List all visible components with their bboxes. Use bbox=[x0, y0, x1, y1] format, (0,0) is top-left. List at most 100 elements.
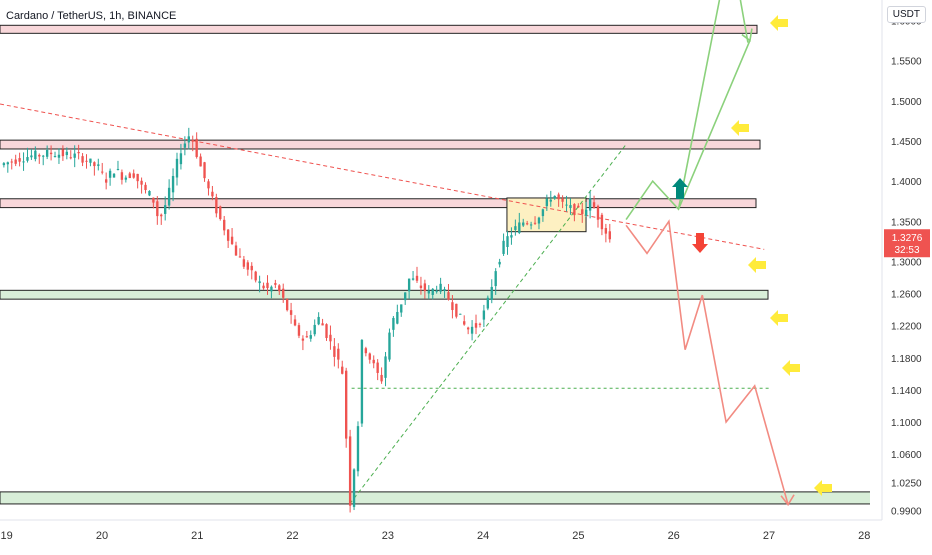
candle-body bbox=[297, 325, 301, 336]
candle-body bbox=[199, 156, 202, 167]
y-tick-label: 0.9900 bbox=[891, 506, 922, 517]
plot-background bbox=[0, 0, 870, 520]
candle-body bbox=[301, 338, 305, 341]
candle-body bbox=[57, 154, 61, 158]
candle-body bbox=[577, 205, 580, 208]
candle-body bbox=[191, 140, 194, 142]
candle-body bbox=[439, 283, 442, 292]
candle-body bbox=[148, 190, 151, 196]
candle-body bbox=[392, 317, 395, 330]
candle-body bbox=[380, 374, 383, 382]
y-tick-label: 1.1800 bbox=[891, 354, 922, 365]
candle-body bbox=[156, 201, 159, 217]
candle-body bbox=[537, 217, 541, 224]
y-tick-label: 1.3000 bbox=[891, 257, 922, 268]
candle-body bbox=[65, 151, 69, 156]
candle-body bbox=[207, 181, 210, 189]
candle-body bbox=[451, 302, 454, 311]
candle-body bbox=[101, 171, 104, 173]
candle-body bbox=[73, 153, 76, 158]
candle-body bbox=[211, 191, 214, 197]
candle-body bbox=[427, 290, 430, 294]
candle-body bbox=[120, 172, 124, 180]
candle-body bbox=[337, 348, 340, 360]
arrow-left-icon bbox=[770, 310, 788, 326]
x-tick-label: 24 bbox=[477, 530, 489, 542]
candle-body bbox=[230, 236, 234, 245]
candle-body bbox=[522, 222, 525, 226]
candle-body bbox=[309, 335, 312, 339]
candle-body bbox=[494, 271, 497, 287]
candle-body bbox=[152, 197, 155, 203]
arrow-down-icon bbox=[692, 233, 708, 253]
candle-body bbox=[215, 197, 218, 214]
candle-body bbox=[490, 286, 493, 300]
candle-body bbox=[321, 323, 324, 326]
candle-body bbox=[112, 173, 116, 178]
candle-body bbox=[541, 209, 545, 217]
y-tick-label: 1.2200 bbox=[891, 322, 922, 333]
candle-body bbox=[6, 162, 9, 165]
candle-body bbox=[585, 209, 588, 216]
candle-body bbox=[278, 285, 281, 292]
candle-body bbox=[596, 205, 600, 220]
candle-body bbox=[223, 219, 226, 231]
arrow-left-icon bbox=[731, 120, 749, 136]
candle-body bbox=[506, 236, 509, 247]
candle-body bbox=[144, 184, 147, 191]
candle-body bbox=[478, 323, 482, 325]
uptrend-line bbox=[349, 144, 627, 505]
candle-body bbox=[396, 311, 399, 324]
candle-body bbox=[455, 303, 458, 317]
candle-body bbox=[219, 206, 222, 220]
candle-body bbox=[26, 157, 29, 161]
candle-body bbox=[474, 323, 478, 328]
candle-body bbox=[77, 152, 80, 154]
candle-body bbox=[69, 157, 72, 159]
candle-body bbox=[10, 161, 13, 163]
candle-body bbox=[372, 359, 375, 364]
candle-body bbox=[195, 138, 198, 157]
y-tick-label: 1.1000 bbox=[891, 418, 922, 429]
candle-body bbox=[136, 173, 139, 182]
candle-body bbox=[175, 158, 179, 178]
candle-body bbox=[545, 198, 549, 207]
candle-body bbox=[608, 231, 611, 240]
bearish-arrowhead bbox=[780, 494, 795, 507]
candle-body bbox=[573, 204, 576, 216]
currency-badge[interactable]: USDT bbox=[886, 6, 926, 23]
candle-body bbox=[443, 289, 446, 291]
candle-body bbox=[167, 187, 171, 206]
candle-body bbox=[285, 299, 289, 311]
arrow-up-icon bbox=[672, 178, 688, 199]
candle-body bbox=[116, 168, 120, 170]
y-tick-label: 1.2600 bbox=[891, 290, 922, 301]
arrow-left-icon bbox=[770, 15, 788, 31]
chart-title: Cardano / TetherUS, 1h, BINANCE bbox=[6, 10, 177, 22]
candle-body bbox=[53, 156, 57, 158]
y-tick-label: 1.5500 bbox=[891, 57, 922, 68]
candle-body bbox=[242, 259, 246, 267]
y-tick-label: 1.5000 bbox=[891, 97, 922, 108]
candle-body bbox=[89, 158, 92, 163]
candle-body bbox=[341, 366, 344, 374]
candle-body bbox=[85, 160, 88, 162]
candle-body bbox=[34, 150, 37, 160]
candle-body bbox=[329, 334, 332, 342]
candle-body bbox=[293, 319, 297, 326]
candle-body bbox=[128, 173, 131, 179]
candle-body bbox=[604, 228, 608, 234]
candle-body bbox=[529, 224, 533, 226]
y-tick-label: 1.4000 bbox=[891, 177, 922, 188]
candle-body bbox=[333, 346, 336, 357]
candle-body bbox=[415, 275, 419, 281]
x-tick-label: 22 bbox=[286, 530, 298, 542]
arrow-left-icon bbox=[814, 480, 832, 496]
candle-body bbox=[356, 426, 360, 472]
candle-body bbox=[14, 159, 17, 164]
price-axis-background bbox=[870, 0, 932, 550]
countdown-label: 32:53 bbox=[894, 245, 919, 256]
candle-body bbox=[104, 179, 108, 183]
